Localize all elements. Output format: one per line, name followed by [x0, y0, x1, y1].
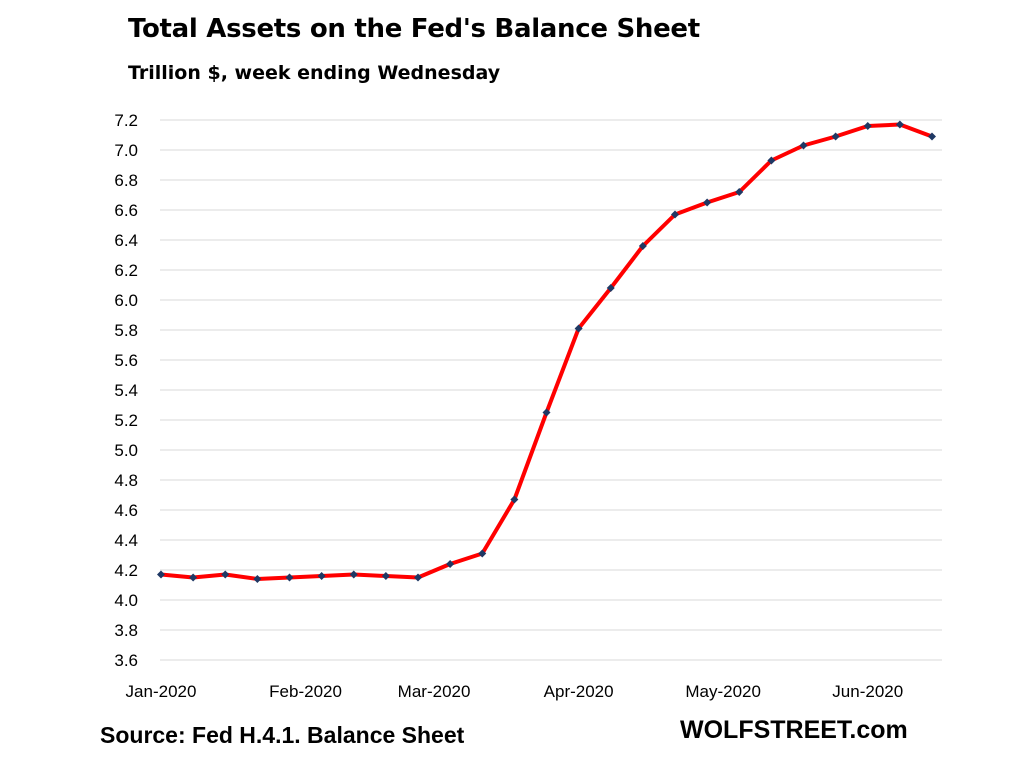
y-tick-label: 4.2 — [114, 561, 138, 580]
data-point — [895, 120, 904, 129]
y-tick-label: 6.0 — [114, 291, 138, 310]
y-tick-label: 6.4 — [114, 231, 138, 250]
y-tick-label: 5.4 — [114, 381, 138, 400]
series-line — [159, 122, 934, 581]
y-tick-label: 4.0 — [114, 591, 138, 610]
data-point — [542, 408, 551, 417]
data-point — [638, 242, 647, 250]
data-point — [574, 324, 583, 333]
data-point — [157, 570, 165, 579]
y-tick-label: 3.8 — [114, 621, 138, 640]
y-tick-label: 5.2 — [114, 411, 138, 430]
y-tick-label: 7.0 — [114, 141, 138, 160]
y-tick-label: 6.6 — [114, 201, 138, 220]
data-point — [478, 549, 487, 558]
data-point — [414, 573, 422, 582]
y-tick-label: 6.8 — [114, 171, 138, 190]
data-point — [703, 198, 712, 207]
data-point — [671, 210, 679, 219]
data-point — [189, 573, 198, 582]
x-tick-label: Apr-2020 — [544, 682, 614, 701]
x-tick-label: Jun-2020 — [832, 682, 903, 701]
x-tick-label: Mar-2020 — [398, 682, 471, 701]
chart-subtitle: Trillion $, week ending Wednesday — [128, 62, 501, 84]
data-point — [863, 122, 872, 130]
y-tick-label: 5.6 — [114, 351, 138, 370]
y-tick-label: 5.8 — [114, 321, 138, 340]
brand-label: WOLFSTREET.com — [680, 716, 908, 744]
data-point — [381, 572, 390, 580]
x-tick-label: May-2020 — [685, 682, 761, 701]
x-tick-label: Jan-2020 — [126, 682, 197, 701]
y-tick-label: 4.6 — [114, 501, 138, 520]
data-point — [253, 575, 262, 583]
data-point — [928, 132, 936, 141]
source-note: Source: Fed H.4.1. Balance Sheet — [100, 722, 465, 748]
data-point — [221, 570, 230, 579]
data-point — [767, 156, 776, 165]
y-tick-label: 4.4 — [114, 531, 138, 550]
data-point — [285, 573, 294, 582]
data-point — [446, 560, 455, 568]
y-tick-label: 5.0 — [114, 441, 138, 460]
data-point — [606, 284, 615, 292]
y-tick-label: 3.6 — [114, 651, 138, 670]
data-point — [799, 141, 808, 150]
y-tick-label: 7.2 — [114, 111, 138, 130]
data-point — [510, 495, 519, 504]
data-point — [349, 570, 358, 579]
data-point — [317, 572, 326, 580]
data-point — [735, 188, 744, 196]
x-tick-label: Feb-2020 — [269, 682, 342, 701]
y-tick-label: 6.2 — [114, 261, 138, 280]
chart-title: Total Assets on the Fed's Balance Sheet — [128, 14, 700, 44]
data-point — [831, 132, 840, 141]
y-tick-label: 4.8 — [114, 471, 138, 490]
